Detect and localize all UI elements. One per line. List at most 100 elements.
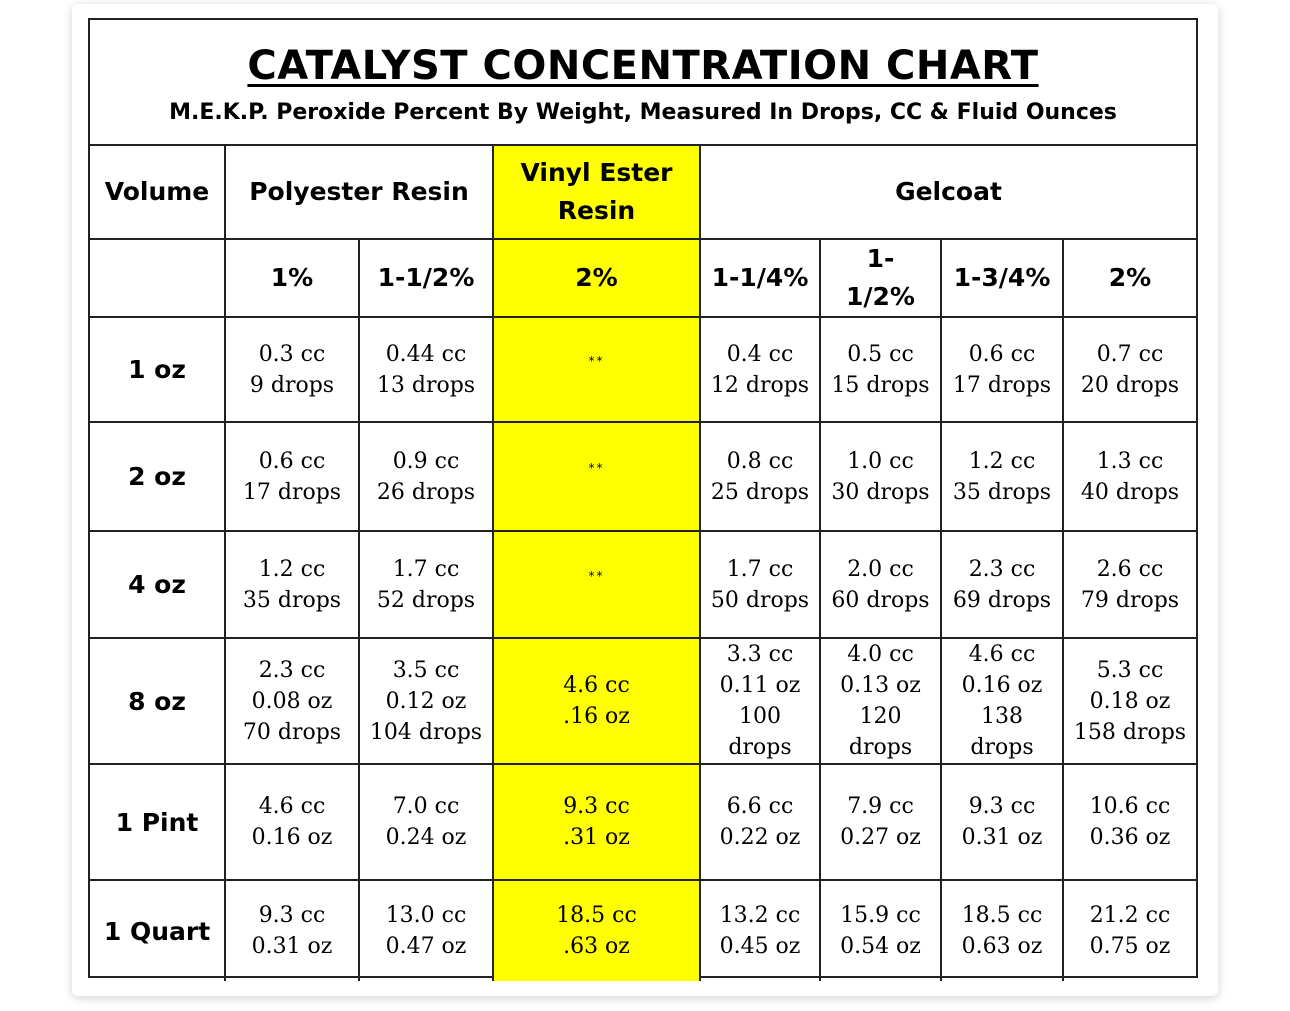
- volume-label: 2 oz: [90, 421, 226, 532]
- value-line: drops: [728, 735, 792, 760]
- value-line: 50 drops: [710, 587, 810, 613]
- value-line: 138: [981, 704, 1023, 729]
- title-block: CATALYST CONCENTRATION CHART M.E.K.P. Pe…: [90, 20, 1196, 146]
- value-line: 6.6 cc: [726, 794, 794, 819]
- value-line: 0.11 oz: [719, 673, 801, 698]
- percent-header-1: 1-1/2%: [358, 238, 494, 318]
- value-line: 0.6 cc: [968, 341, 1036, 367]
- value-cell: 4.6 cc 0.16 oz: [224, 763, 360, 881]
- value-line: 0.13 oz: [840, 673, 921, 698]
- value-line: 3.3 cc: [726, 642, 794, 667]
- value-line: 0.36 oz: [1089, 825, 1171, 850]
- header-volume: Volume: [90, 146, 226, 240]
- value-line: 35 drops: [242, 587, 342, 613]
- header-gelcoat: Gelcoat: [699, 146, 1196, 240]
- value-cell: **: [492, 316, 701, 423]
- value-line: 25 drops: [710, 479, 810, 505]
- value-line: drops: [970, 735, 1034, 760]
- value-cell: 0.9 cc 26 drops: [358, 421, 494, 532]
- value-line: 2.0 cc: [847, 556, 914, 582]
- value-line: 0.54 oz: [840, 934, 921, 959]
- value-line: 20 drops: [1080, 372, 1180, 398]
- value-line: 0.08 oz: [251, 688, 333, 714]
- value-line: 100: [739, 704, 781, 729]
- percent-header-4: 1- 1/2%: [819, 238, 942, 318]
- value-line: 4.6 cc: [563, 673, 630, 698]
- value-line: 0.31 oz: [961, 825, 1043, 850]
- value-line: 2.3 cc: [968, 556, 1036, 582]
- header-vinyl-ester-label: Vinyl Ester Resin: [520, 158, 673, 225]
- value-line: 0.12 oz: [385, 688, 467, 714]
- volume-label: 1 oz: [90, 316, 226, 423]
- value-line: 104 drops: [369, 719, 483, 745]
- value-line: 7.0 cc: [392, 794, 460, 819]
- value-cell: 0.6 cc 17 drops: [224, 421, 360, 532]
- volume-label: 1 Pint: [90, 763, 226, 881]
- header-row-percent: 1% 1-1/2% 2% 1-1/4% 1- 1/2% 1-3/4% 2%: [90, 238, 1196, 318]
- value-line: 5.3 cc: [1096, 657, 1164, 683]
- table-row: 4 oz 1.2 cc 35 drops 1.7 cc 52 drops ** 1.7 cc…: [90, 530, 1196, 639]
- value-cell: **: [492, 530, 701, 639]
- value-line: 0.22 oz: [719, 825, 801, 850]
- value-line: 0.9 cc: [392, 448, 460, 474]
- volume-label: 8 oz: [90, 637, 226, 765]
- value-cell: 1.7 cc 52 drops: [358, 530, 494, 639]
- value-cell: 0.5 cc 15 drops: [819, 316, 942, 423]
- value-line: 17 drops: [242, 479, 342, 505]
- value-line: 158 drops: [1073, 719, 1187, 745]
- value-line: 0.45 oz: [719, 934, 801, 959]
- value-line: 1.2 cc: [968, 448, 1036, 474]
- value-line: 0.47 oz: [385, 934, 467, 959]
- value-cell: 1.2 cc 35 drops: [940, 421, 1064, 532]
- value-cell: 0.3 cc 9 drops: [224, 316, 360, 423]
- percent-header-5: 1-3/4%: [940, 238, 1064, 318]
- value-line: 13.0 cc: [385, 903, 467, 928]
- not-applicable-mark: **: [588, 461, 605, 475]
- value-line: 0.31 oz: [251, 934, 333, 959]
- value-line: 9.3 cc: [563, 794, 630, 819]
- table-row: 1 oz 0.3 cc 9 drops 0.44 cc 13 drops ** 0.4 cc…: [90, 316, 1196, 423]
- table-row: 1 Quart 9.3 cc 0.31 oz 13.0 cc 0.47 oz 18.5 c…: [90, 879, 1196, 981]
- value-cell: 1.7 cc 50 drops: [699, 530, 821, 639]
- value-line: 1.7 cc: [726, 556, 794, 582]
- value-cell: 1.3 cc 40 drops: [1062, 421, 1196, 532]
- value-line: 4.6 cc: [968, 642, 1036, 667]
- value-cell: 3.5 cc 0.12 oz 104 drops: [358, 637, 494, 765]
- value-line: 0.6 cc: [258, 448, 326, 474]
- catalyst-chart-sheet: CATALYST CONCENTRATION CHART M.E.K.P. Pe…: [88, 18, 1198, 981]
- header-empty-cell: [90, 238, 226, 318]
- value-cell: 3.3 cc 0.11 oz 100 drops: [699, 637, 821, 765]
- header-vinyl-ester-resin: Vinyl Ester Resin: [492, 146, 701, 240]
- value-cell: 0.4 cc 12 drops: [699, 316, 821, 423]
- value-cell: 0.44 cc 13 drops: [358, 316, 494, 423]
- value-line: 21.2 cc: [1089, 903, 1171, 928]
- value-cell: 13.0 cc 0.47 oz: [358, 879, 494, 981]
- value-line: 18.5 cc: [556, 903, 637, 928]
- value-line: 2.6 cc: [1096, 556, 1164, 582]
- value-line: 0.7 cc: [1096, 341, 1164, 367]
- value-line: 120: [859, 704, 902, 729]
- value-line: 7.9 cc: [847, 794, 914, 819]
- value-cell: 0.8 cc 25 drops: [699, 421, 821, 532]
- value-line: 0.44 cc: [385, 341, 467, 367]
- not-applicable-mark: **: [588, 569, 605, 583]
- not-applicable-mark: **: [588, 354, 605, 368]
- value-cell: 0.7 cc 20 drops: [1062, 316, 1196, 423]
- value-line: 0.75 oz: [1089, 934, 1171, 959]
- value-line: 52 drops: [376, 587, 476, 613]
- value-line: 0.5 cc: [847, 341, 914, 367]
- value-line: 4.6 cc: [258, 794, 326, 819]
- value-line: .63 oz: [563, 934, 630, 959]
- value-line: 1.7 cc: [392, 556, 460, 582]
- value-line: 69 drops: [952, 587, 1052, 613]
- value-cell: 5.3 cc 0.18 oz 158 drops: [1062, 637, 1196, 765]
- value-cell: 18.5 cc .63 oz: [492, 879, 701, 981]
- value-line: 13.2 cc: [719, 903, 801, 928]
- value-line: 79 drops: [1080, 587, 1180, 613]
- value-cell: 9.3 cc 0.31 oz: [940, 763, 1064, 881]
- value-cell: 2.6 cc 79 drops: [1062, 530, 1196, 639]
- value-line: 35 drops: [952, 479, 1052, 505]
- value-line: 40 drops: [1080, 479, 1180, 505]
- value-line: 30 drops: [831, 479, 930, 505]
- chart-title: CATALYST CONCENTRATION CHART: [247, 43, 1039, 89]
